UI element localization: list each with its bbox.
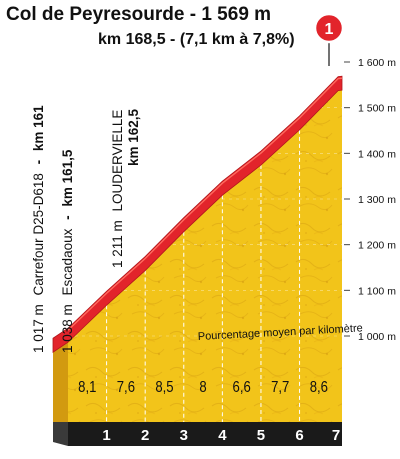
km-marker-label: 2 <box>141 427 149 444</box>
terrain-side-face <box>53 328 68 422</box>
waypoint-name: Escadaoux <box>60 228 75 295</box>
waypoint-loudervielle: 1 211 m LOUDERVIELLE <box>110 110 125 268</box>
svg-text:km 162,5: km 162,5 <box>126 108 141 166</box>
segment-gradient-label: 8,6 <box>310 379 328 396</box>
climb-subtitle: km 168,5 - (7,1 km à 7,8%) <box>98 31 295 48</box>
waypoint-carrefour: 1 017 m Carrefour D25-D618 - km 161 <box>31 105 46 353</box>
waypoint-name: Carrefour D25-D618 <box>31 173 46 295</box>
km-marker-label: 5 <box>257 427 265 444</box>
climb-title: Col de Peyresourde - 1 569 m <box>6 4 271 26</box>
summit-marker-number: 1 <box>325 21 334 38</box>
km-marker-label: 4 <box>218 427 227 444</box>
waypoint-elevation: 1 211 m <box>110 220 125 268</box>
terrain-texture <box>68 76 342 422</box>
summit-marker-pin <box>313 12 345 44</box>
waypoint-loudervielle-km: km 162,5 <box>126 108 141 166</box>
waypoint-elevation: 1 038 m <box>60 304 75 353</box>
waypoint-escadaoux: 1 038 m Escadaoux - km 161,5 <box>60 149 75 353</box>
y-tick-label: 1 200 m <box>358 240 396 252</box>
km-marker-label: 7 <box>332 427 340 444</box>
climb-name: Col de Peyresourde <box>6 4 185 25</box>
base-strip <box>68 422 342 446</box>
waypoint-km: km 161,5 <box>60 149 75 207</box>
y-tick-label: 1 400 m <box>358 148 396 160</box>
km-marker-label: 6 <box>295 427 303 444</box>
km-marker-label: 3 <box>180 427 188 444</box>
y-tick-label: 1 500 m <box>358 103 396 115</box>
y-tick-label: 1 000 m <box>358 331 396 343</box>
waypoint-elevation: 1 017 m <box>31 304 46 353</box>
base-strip-side <box>53 422 68 446</box>
y-tick-label: 1 100 m <box>358 285 396 297</box>
km-marker-label: 1 <box>102 427 110 444</box>
svg-text:1 017 m Carrefour D25-: 1 017 m Carrefour D25-D618 - km 161 <box>31 105 46 353</box>
waypoint-name: LOUDERVIELLE <box>110 110 125 212</box>
svg-text:1 211 m LOUDERVIELLE: 1 211 m LOUDERVIELLE <box>110 110 125 268</box>
segment-gradient-label: 8 <box>199 379 206 396</box>
segment-gradient-label: 7,6 <box>117 379 135 396</box>
y-tick-label: 1 600 m <box>358 57 396 69</box>
segment-gradient-label: 6,6 <box>233 379 251 396</box>
waypoint-km: km 162,5 <box>126 108 141 166</box>
waypoint-km: km 161 <box>31 105 46 151</box>
y-tick-label: 1 300 m <box>358 194 396 206</box>
road-highlight <box>67 77 343 331</box>
summit-marker: 1 <box>313 12 345 66</box>
segment-gradient-label: 8,1 <box>78 379 96 396</box>
segment-gradient-label: 8,5 <box>155 379 173 396</box>
svg-text:1 038 m Escadaoux: 1 038 m Escadaoux - km 161,5 <box>60 149 75 353</box>
segment-gradient-label: 7,7 <box>271 379 289 396</box>
summit-altitude: - 1 569 m <box>189 4 272 25</box>
